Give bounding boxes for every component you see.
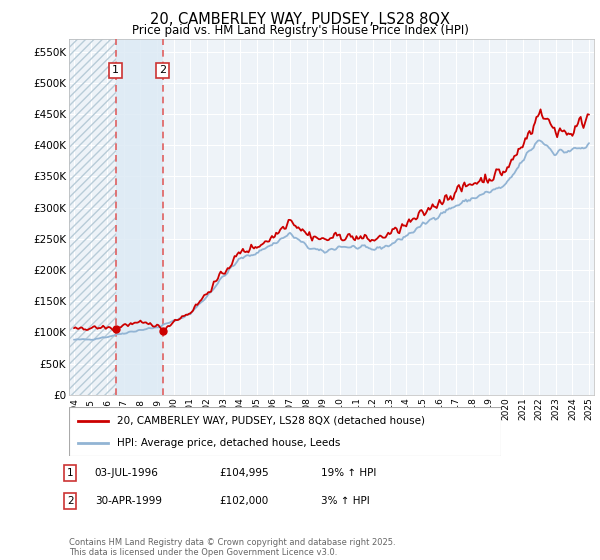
Text: £102,000: £102,000 bbox=[219, 496, 268, 506]
Text: 19% ↑ HPI: 19% ↑ HPI bbox=[321, 468, 376, 478]
Text: Contains HM Land Registry data © Crown copyright and database right 2025.
This d: Contains HM Land Registry data © Crown c… bbox=[69, 538, 395, 557]
Text: £104,995: £104,995 bbox=[219, 468, 269, 478]
Text: 3% ↑ HPI: 3% ↑ HPI bbox=[321, 496, 370, 506]
Text: 03-JUL-1996: 03-JUL-1996 bbox=[95, 468, 158, 478]
Text: HPI: Average price, detached house, Leeds: HPI: Average price, detached house, Leed… bbox=[116, 437, 340, 447]
FancyBboxPatch shape bbox=[69, 407, 501, 456]
Text: 1: 1 bbox=[67, 468, 74, 478]
Text: 2: 2 bbox=[159, 66, 166, 76]
Text: 20, CAMBERLEY WAY, PUDSEY, LS28 8QX: 20, CAMBERLEY WAY, PUDSEY, LS28 8QX bbox=[150, 12, 450, 27]
Bar bbox=[69, 39, 116, 395]
Text: 2: 2 bbox=[67, 496, 74, 506]
Text: Price paid vs. HM Land Registry's House Price Index (HPI): Price paid vs. HM Land Registry's House … bbox=[131, 24, 469, 36]
Text: 1: 1 bbox=[112, 66, 119, 76]
Text: 20, CAMBERLEY WAY, PUDSEY, LS28 8QX (detached house): 20, CAMBERLEY WAY, PUDSEY, LS28 8QX (det… bbox=[116, 416, 425, 426]
Bar bbox=[69, 39, 116, 395]
Bar bbox=[69, 39, 116, 395]
Text: 30-APR-1999: 30-APR-1999 bbox=[95, 496, 162, 506]
Bar bbox=[116, 39, 163, 395]
